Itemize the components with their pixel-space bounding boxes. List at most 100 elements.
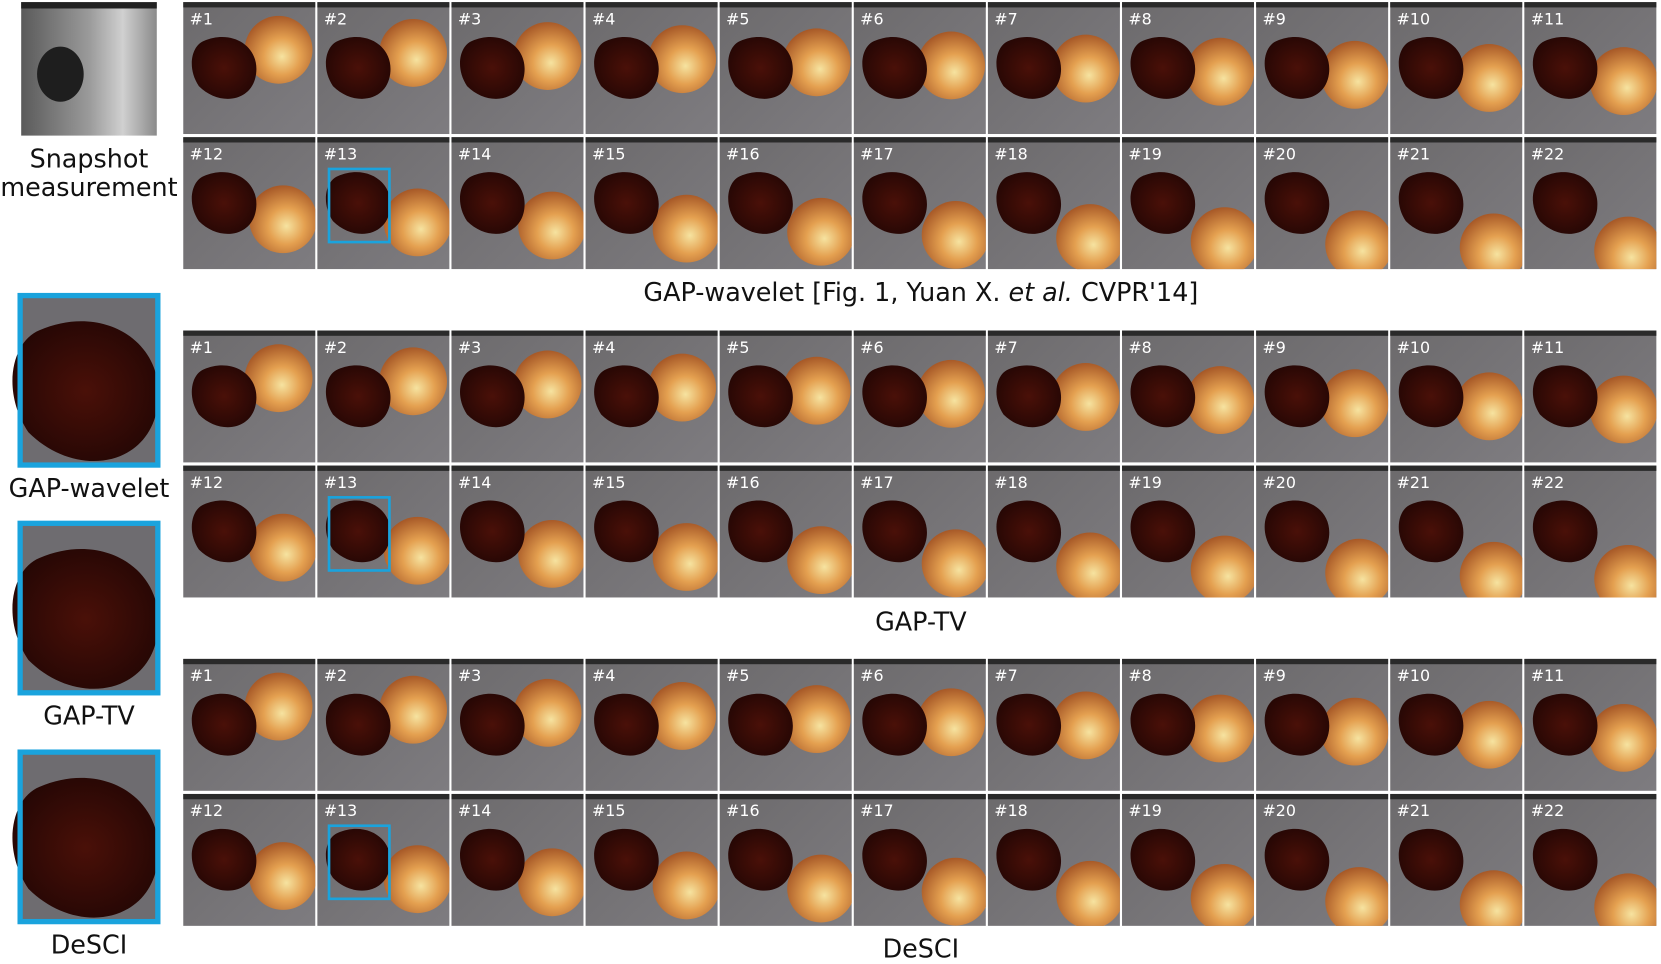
zoom-border bbox=[17, 292, 161, 468]
frame-label: #3 bbox=[458, 9, 481, 28]
caption-part: et al. bbox=[1009, 277, 1073, 307]
frame-label: #8 bbox=[1128, 9, 1151, 28]
frame-content bbox=[594, 828, 718, 920]
caption-part: DeSCI bbox=[883, 934, 960, 964]
ball bbox=[1325, 210, 1389, 270]
frame: #4 bbox=[585, 658, 718, 791]
frame-content bbox=[1532, 37, 1657, 115]
frame: #4 bbox=[585, 330, 718, 463]
ball bbox=[518, 520, 584, 588]
frame-content bbox=[862, 500, 986, 598]
frame-content bbox=[1398, 828, 1523, 926]
frame-label: #20 bbox=[1262, 801, 1296, 820]
frame-label: #8 bbox=[1128, 338, 1151, 357]
ball bbox=[1051, 34, 1120, 103]
frame-label: #7 bbox=[994, 666, 1017, 685]
object bbox=[191, 172, 257, 234]
frame-top-edge bbox=[719, 330, 852, 336]
frame-top-edge bbox=[853, 2, 986, 8]
frame: #8 bbox=[1122, 2, 1255, 135]
frame-label: #18 bbox=[994, 801, 1028, 820]
frame-content bbox=[459, 350, 582, 428]
frame: #12 bbox=[183, 465, 316, 598]
frame-label: #7 bbox=[994, 9, 1017, 28]
frame-top-edge bbox=[317, 330, 450, 336]
frame-top-edge bbox=[853, 137, 986, 143]
frame-label: #16 bbox=[726, 473, 760, 492]
frame: #17 bbox=[853, 465, 986, 598]
frame-label: #5 bbox=[726, 666, 749, 685]
frame: #14 bbox=[451, 137, 584, 270]
frame-content bbox=[1398, 172, 1523, 270]
frame: #7 bbox=[987, 2, 1120, 135]
frame-top-edge bbox=[183, 2, 316, 8]
frame-top-edge bbox=[987, 330, 1120, 336]
ball bbox=[1051, 363, 1120, 431]
frame: #19 bbox=[1122, 137, 1255, 270]
object bbox=[996, 172, 1062, 234]
ball bbox=[652, 194, 718, 263]
frame-label: #7 bbox=[994, 338, 1017, 357]
frame-label: #15 bbox=[592, 144, 626, 163]
frame-content bbox=[459, 828, 584, 917]
object bbox=[325, 37, 391, 99]
frame-top-edge bbox=[317, 465, 450, 471]
frame-top-edge bbox=[853, 330, 986, 336]
frame-content bbox=[728, 828, 852, 923]
ball bbox=[652, 851, 718, 920]
object bbox=[1532, 37, 1598, 99]
frame-content bbox=[1130, 172, 1255, 270]
frame-top-edge bbox=[1524, 465, 1657, 471]
frame-top-edge bbox=[1122, 658, 1255, 665]
frame-top-edge bbox=[987, 465, 1120, 471]
object bbox=[1130, 828, 1196, 891]
ball bbox=[518, 191, 584, 260]
frame-content bbox=[325, 675, 448, 756]
frame: #18 bbox=[987, 465, 1120, 598]
frame: #7 bbox=[987, 658, 1120, 791]
object bbox=[996, 693, 1062, 756]
object bbox=[594, 500, 659, 563]
frame-top-edge bbox=[1256, 793, 1389, 800]
frame-label: #13 bbox=[324, 473, 358, 492]
frame: #8 bbox=[1122, 658, 1255, 791]
object bbox=[325, 828, 391, 891]
frame-top-edge bbox=[719, 2, 852, 8]
frame: #15 bbox=[585, 137, 718, 270]
frame-label: #6 bbox=[860, 9, 883, 28]
ball bbox=[1320, 369, 1389, 438]
frame-label: #3 bbox=[458, 666, 481, 685]
frame-top-edge bbox=[183, 658, 316, 665]
frame: #9 bbox=[1256, 2, 1389, 135]
frame-label: #11 bbox=[1531, 338, 1565, 357]
object bbox=[594, 828, 659, 891]
object bbox=[996, 500, 1062, 563]
frame-top-edge bbox=[1390, 2, 1523, 8]
ball bbox=[513, 350, 582, 419]
ball bbox=[652, 523, 718, 591]
object bbox=[191, 828, 257, 891]
frame-label: #11 bbox=[1531, 9, 1565, 28]
frame: #13 bbox=[317, 465, 450, 598]
frame-top-edge bbox=[987, 658, 1120, 665]
object bbox=[1398, 693, 1464, 756]
object bbox=[862, 37, 927, 99]
frame-label: #20 bbox=[1262, 144, 1296, 163]
frame-content bbox=[1264, 693, 1389, 766]
ball bbox=[648, 682, 717, 750]
zoom-inset bbox=[12, 749, 161, 925]
object bbox=[594, 37, 659, 99]
frame-content bbox=[728, 356, 851, 428]
frame-top-edge bbox=[585, 793, 718, 800]
frame-content bbox=[459, 172, 584, 260]
object bbox=[728, 37, 793, 99]
frame-top-edge bbox=[1390, 793, 1523, 800]
frame: #19 bbox=[1122, 793, 1255, 926]
frame-top-edge bbox=[1256, 330, 1389, 336]
frame-top-edge bbox=[1390, 330, 1523, 336]
zoom-inset bbox=[12, 520, 161, 696]
frame-label: #8 bbox=[1128, 666, 1151, 685]
ball bbox=[1459, 213, 1523, 270]
frame-top-edge bbox=[451, 793, 584, 800]
